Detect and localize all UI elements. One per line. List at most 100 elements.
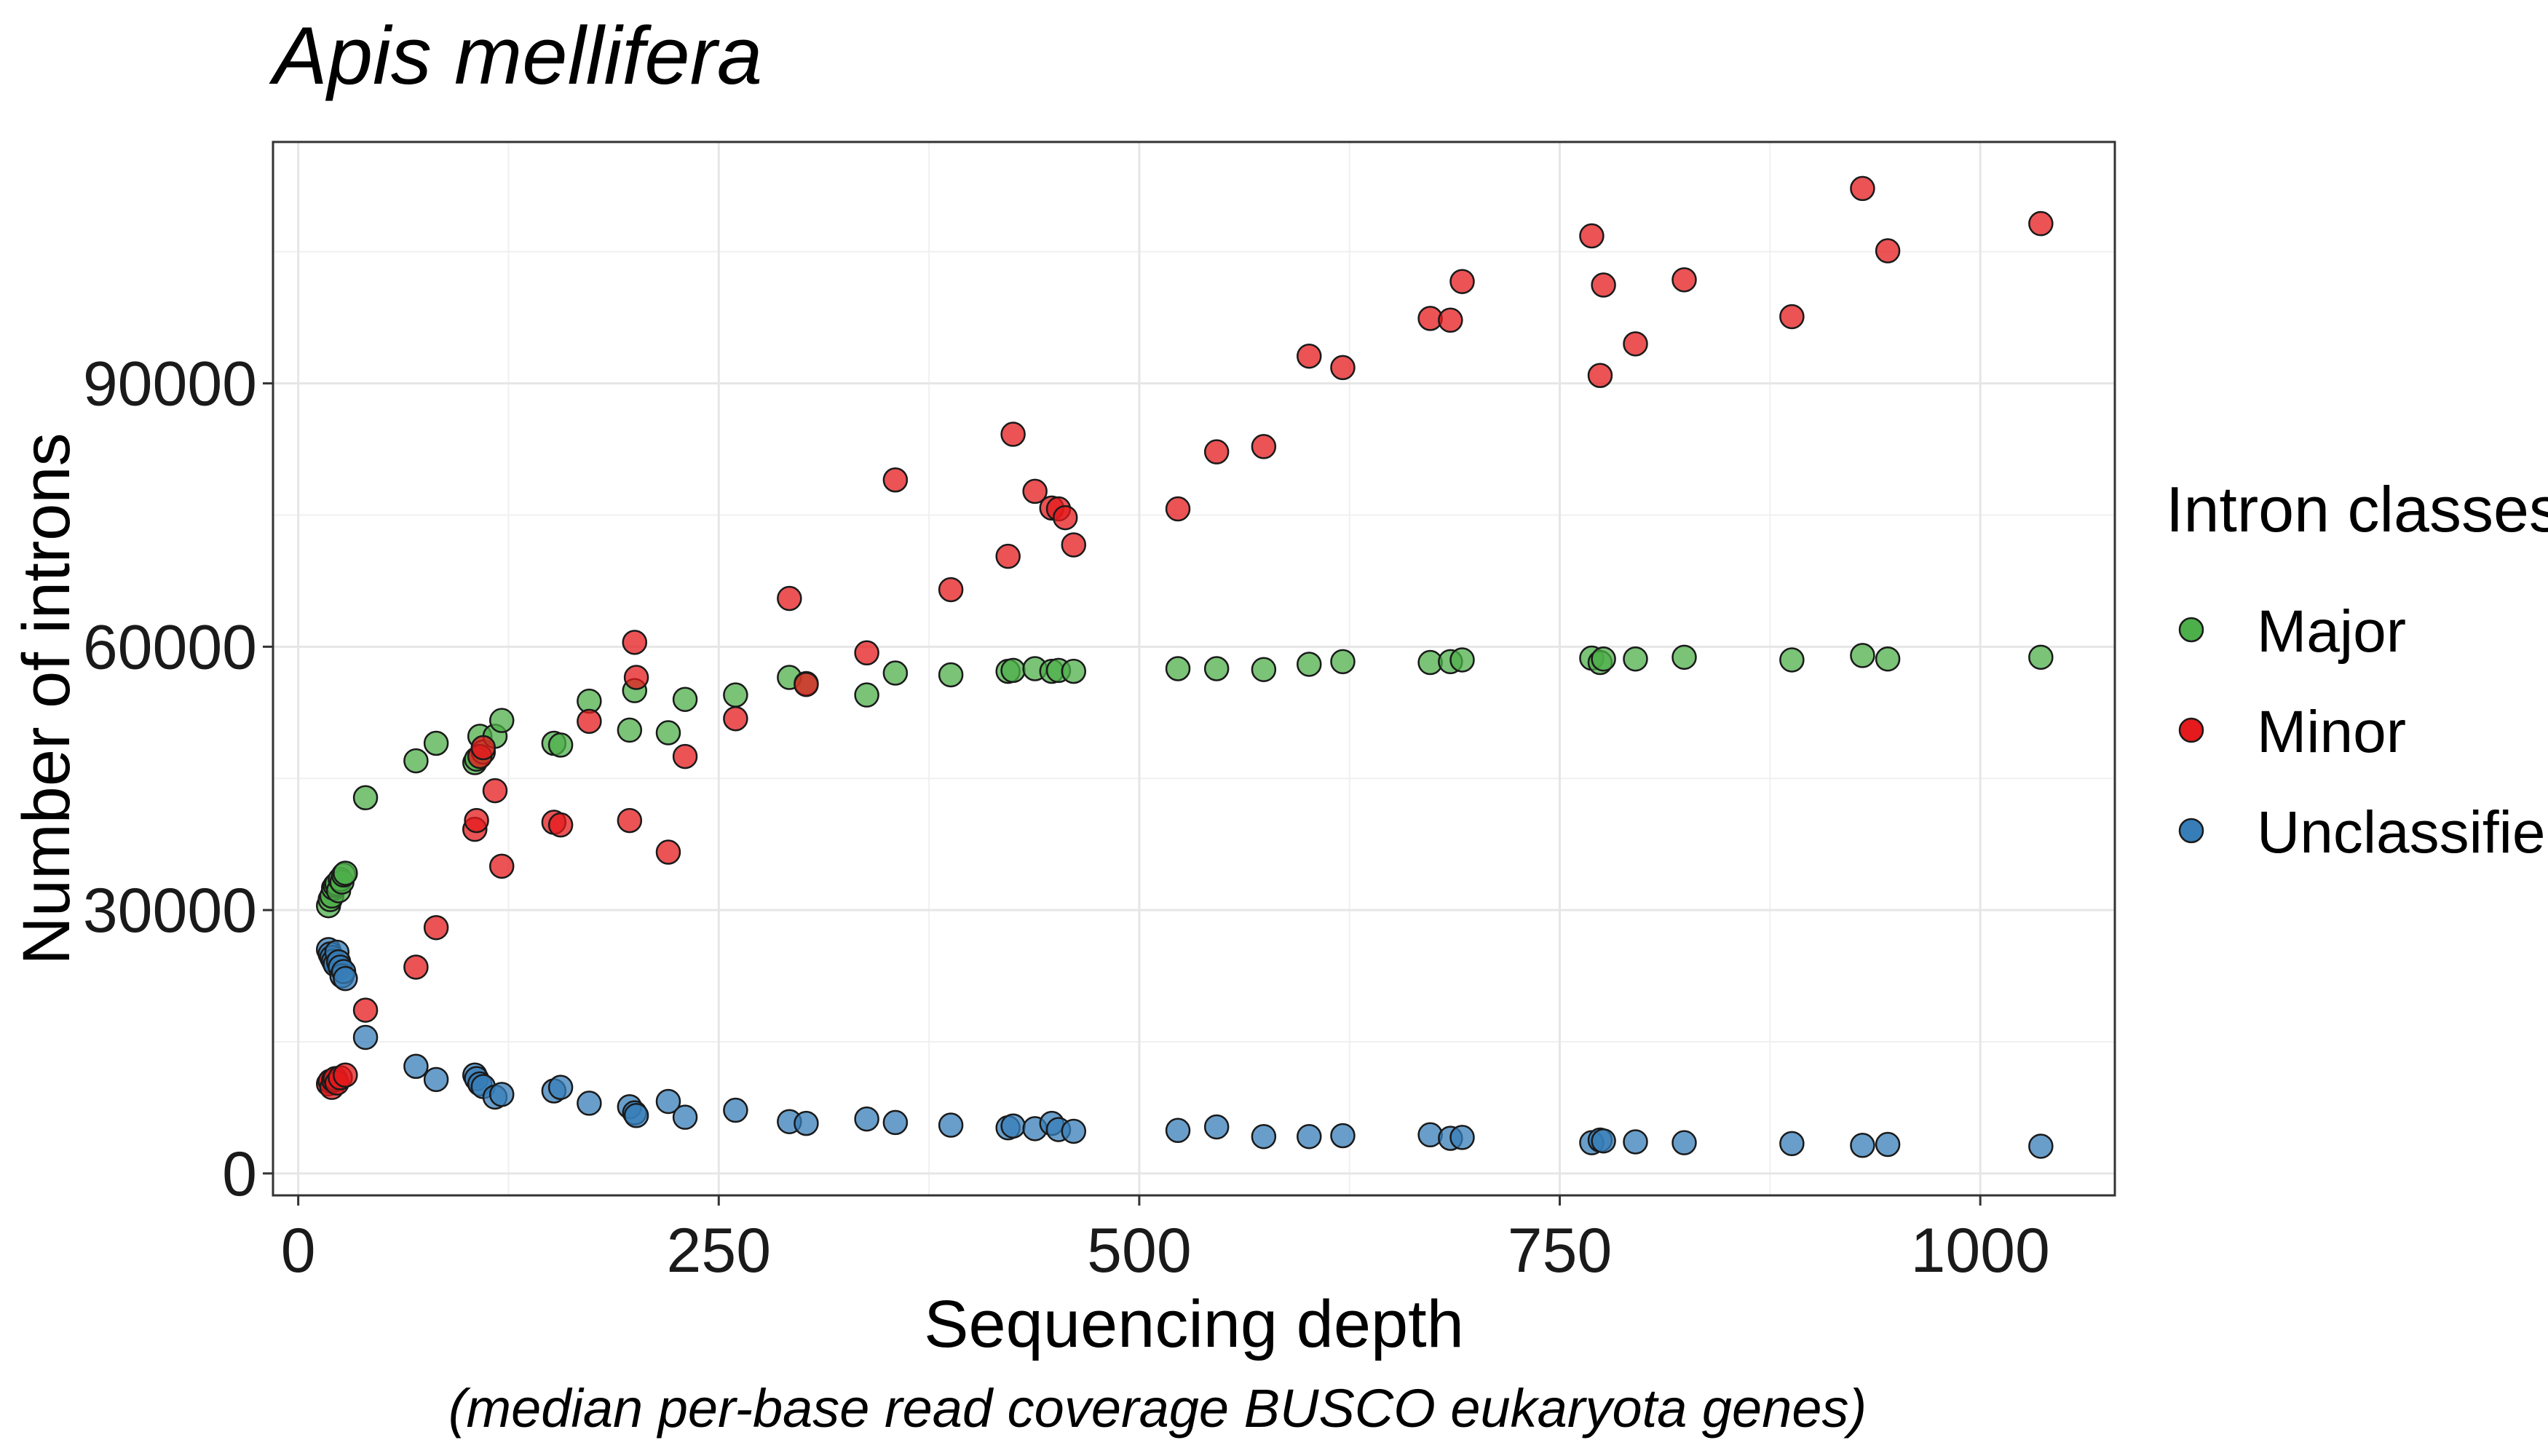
data-point-minor	[352, 997, 379, 1023]
data-point-minor	[723, 705, 748, 732]
data-point-minor	[1587, 363, 1613, 389]
data-point-major	[723, 682, 748, 708]
data-point-major	[333, 860, 358, 886]
x-tick-label: 250	[667, 1216, 772, 1286]
x-axis-title: Sequencing depth	[924, 1287, 1464, 1361]
data-point-unclassified	[1061, 1118, 1087, 1144]
data-point-unclassified	[882, 1109, 909, 1136]
data-point-unclassified	[1850, 1133, 1875, 1158]
x-axis-ticks: 0 250 500 750 1000	[281, 1195, 2050, 1286]
data-point-minor	[1022, 478, 1048, 505]
data-point-minor	[617, 807, 643, 834]
data-point-major	[1330, 649, 1356, 675]
data-point-unclassified	[403, 1053, 429, 1079]
data-point-minor	[777, 585, 802, 612]
data-point-major	[1061, 658, 1087, 684]
data-point-unclassified	[2028, 1133, 2054, 1159]
data-point-major	[1297, 652, 1322, 677]
data-point-minor	[403, 954, 429, 980]
data-point-unclassified	[547, 1075, 574, 1100]
data-point-minor	[1671, 267, 1697, 293]
plot-border	[272, 141, 2116, 1197]
data-point-minor	[577, 708, 602, 735]
data-point-minor	[622, 630, 648, 655]
data-point-unclassified	[352, 1024, 379, 1051]
data-point-minor	[1449, 269, 1475, 294]
chart-title: Apis mellifera	[269, 10, 762, 101]
data-point-major	[672, 687, 698, 712]
data-point-minor	[470, 735, 496, 761]
data-point-minor	[482, 778, 508, 804]
x-tick-label: 0	[281, 1216, 316, 1286]
y-axis-ticks: 0 30000 60000 90000	[83, 349, 273, 1209]
data-point-minor	[1251, 434, 1277, 459]
y-tick-label: 60000	[83, 612, 257, 682]
plot-background	[273, 142, 2115, 1195]
data-point-unclassified	[423, 1067, 449, 1093]
data-point-minor	[423, 914, 449, 941]
data-point-unclassified	[1671, 1130, 1697, 1155]
data-point-unclassified	[1251, 1123, 1277, 1150]
x-tick-label: 750	[1508, 1216, 1613, 1286]
data-point-major	[488, 708, 515, 733]
legend-items: Major Minor Unclassified	[2178, 598, 2548, 866]
data-point-minor	[623, 665, 649, 690]
legend-label-unclassified: Unclassified	[2257, 799, 2548, 866]
data-point-minor	[1297, 343, 1322, 369]
data-point-minor	[854, 640, 879, 666]
major-gridlines	[273, 142, 2115, 1195]
data-point-unclassified	[794, 1110, 819, 1136]
data-point-major	[1875, 646, 1901, 672]
data-point-unclassified	[1623, 1129, 1648, 1155]
data-point-unclassified	[723, 1097, 748, 1123]
data-point-unclassified	[1591, 1128, 1616, 1154]
x-tick-label: 500	[1087, 1216, 1192, 1286]
legend-key-major	[2178, 617, 2204, 643]
data-point-unclassified	[1165, 1117, 1191, 1144]
data-point-minor	[547, 812, 574, 838]
data-point-unclassified	[1203, 1114, 1230, 1140]
data-point-major	[403, 748, 429, 774]
data-point-unclassified	[577, 1091, 602, 1116]
minor-gridlines	[273, 142, 2115, 1195]
data-point-major	[1850, 643, 1875, 668]
data-point-major	[882, 660, 909, 686]
data-point-major	[1165, 656, 1191, 681]
data-point-unclassified	[1449, 1125, 1475, 1150]
legend-key-minor	[2178, 717, 2204, 743]
data-point-major	[1000, 657, 1026, 684]
data-point-unclassified	[854, 1106, 879, 1132]
data-point-unclassified	[672, 1104, 698, 1130]
legend-label-minor: Minor	[2257, 699, 2406, 765]
y-tick-label: 0	[222, 1139, 257, 1209]
data-point-minor	[1052, 505, 1078, 531]
x-axis-subtitle: (median per-base read coverage BUSCO euk…	[448, 1378, 1867, 1439]
data-point-minor	[1779, 304, 1805, 330]
data-point-major	[938, 662, 964, 688]
data-point-unclassified	[488, 1082, 515, 1107]
data-point-minor	[794, 671, 819, 697]
legend-label-major: Major	[2257, 598, 2406, 665]
data-point-unclassified	[333, 965, 358, 992]
data-point-minor	[1000, 422, 1026, 447]
data-point-major	[1671, 644, 1697, 670]
data-point-major	[655, 720, 681, 745]
data-point-minor	[1875, 238, 1901, 264]
data-point-major	[1623, 646, 1648, 672]
legend: Intron classes Major Minor Unclassified	[2166, 473, 2548, 866]
data-point-minor	[1165, 496, 1191, 522]
y-tick-label: 30000	[83, 876, 257, 946]
data-point-major	[352, 785, 379, 811]
data-point-unclassified	[655, 1088, 681, 1115]
data-point-major	[1591, 646, 1616, 672]
plot-area	[272, 141, 2116, 1197]
data-points	[315, 175, 2054, 1159]
data-point-minor	[464, 807, 489, 834]
data-point-minor	[1061, 532, 1087, 558]
data-point-minor	[1330, 355, 1356, 381]
data-point-minor	[995, 543, 1021, 569]
data-point-minor	[333, 1062, 358, 1088]
legend-key-unclassified	[2178, 818, 2204, 844]
data-point-minor	[1438, 307, 1463, 333]
